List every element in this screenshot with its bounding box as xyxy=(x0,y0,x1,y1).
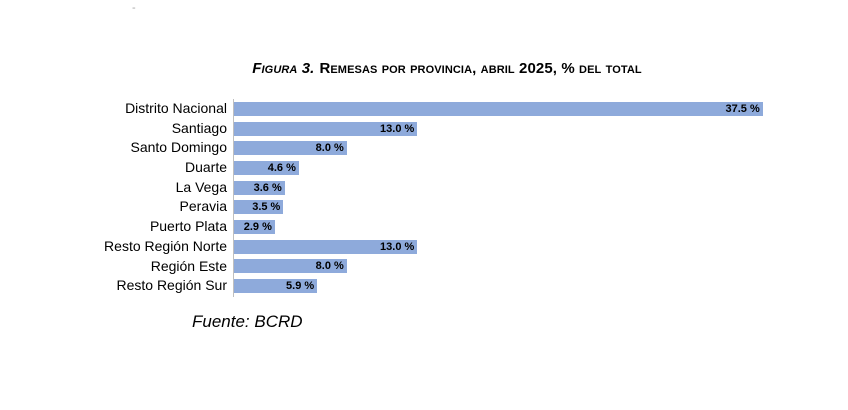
bar: 2.9 % xyxy=(234,219,275,234)
chart-row: Región Este 8.0 % xyxy=(0,257,848,277)
bar-track: 13.0 % xyxy=(227,237,848,257)
bar-track: 13.0 % xyxy=(227,119,848,139)
bar: 3.6 % xyxy=(234,180,285,195)
bar: 37.5 % xyxy=(234,101,763,116)
chart-row: Duarte 4.6 % xyxy=(0,158,848,178)
category-label: Región Este xyxy=(150,257,227,274)
chart-row: La Vega 3.6 % xyxy=(0,178,848,198)
source-note: Fuente: BCRD xyxy=(192,312,303,331)
bar-value-label: 8.0 % xyxy=(315,142,344,155)
bar: 13.0 % xyxy=(234,121,418,136)
bar-track: 8.0 % xyxy=(227,257,848,277)
chart-row: Peravia 3.5 % xyxy=(0,197,848,217)
bar: 8.0 % xyxy=(234,141,347,156)
bar-value-label: 3.5 % xyxy=(252,201,281,214)
bar-track: 5.9 % xyxy=(227,276,848,296)
bar-chart: Distrito Nacional 37.5 % Santiago 13.0 % San… xyxy=(0,99,848,297)
chart-title: Figura 3. Remesas por provincia, abril 20… xyxy=(46,60,848,77)
category-label: Peravia xyxy=(179,198,227,215)
chart-row: Resto Región Sur 5.9 % xyxy=(0,276,848,296)
y-axis-line xyxy=(233,99,234,297)
chart-row: Santiago 13.0 % xyxy=(0,119,848,139)
chart-title-text: Remesas por provincia, abril 2025, % del… xyxy=(319,60,642,77)
bar: 8.0 % xyxy=(234,259,347,274)
chart-row: Distrito Nacional 37.5 % xyxy=(0,99,848,119)
chart-row: Santo Domingo 8.0 % xyxy=(0,138,848,158)
chart-row: Puerto Plata 2.9 % xyxy=(0,217,848,237)
bar: 13.0 % xyxy=(234,239,418,254)
chart-title-prefix: Figura 3. xyxy=(252,60,315,77)
chart-rows: Distrito Nacional 37.5 % Santiago 13.0 % San… xyxy=(0,99,848,296)
category-label: Distrito Nacional xyxy=(125,100,227,116)
bar: 5.9 % xyxy=(234,279,318,294)
category-label: Santo Domingo xyxy=(130,139,227,156)
bar: 4.6 % xyxy=(234,160,299,175)
bar-value-label: 13.0 % xyxy=(380,240,415,253)
bar-value-label: 2.9 % xyxy=(243,220,272,233)
bar-value-label: 3.6 % xyxy=(253,181,282,194)
bar-value-label: 5.9 % xyxy=(286,280,315,293)
bar-track: 2.9 % xyxy=(227,217,848,237)
bar-value-label: 37.5 % xyxy=(725,102,760,115)
bar-track: 37.5 % xyxy=(227,99,848,119)
bar-track: 3.5 % xyxy=(227,197,848,217)
category-label: Resto Región Sur xyxy=(116,277,227,294)
bar-value-label: 13.0 % xyxy=(380,122,415,135)
bar: 3.5 % xyxy=(234,200,284,215)
bar-value-label: 8.0 % xyxy=(315,260,344,273)
category-label: Resto Región Norte xyxy=(104,237,227,254)
category-label: Duarte xyxy=(184,159,227,176)
bar-track: 4.6 % xyxy=(227,158,848,178)
stray-mark: - xyxy=(132,2,136,14)
bar-track: 8.0 % xyxy=(227,138,848,158)
category-label: Santiago xyxy=(171,119,227,136)
bar-track: 3.6 % xyxy=(227,178,848,198)
chart-row: Resto Región Norte 13.0 % xyxy=(0,237,848,257)
category-label: La Vega xyxy=(175,178,227,195)
bar-value-label: 4.6 % xyxy=(267,161,296,174)
category-label: Puerto Plata xyxy=(149,218,227,235)
